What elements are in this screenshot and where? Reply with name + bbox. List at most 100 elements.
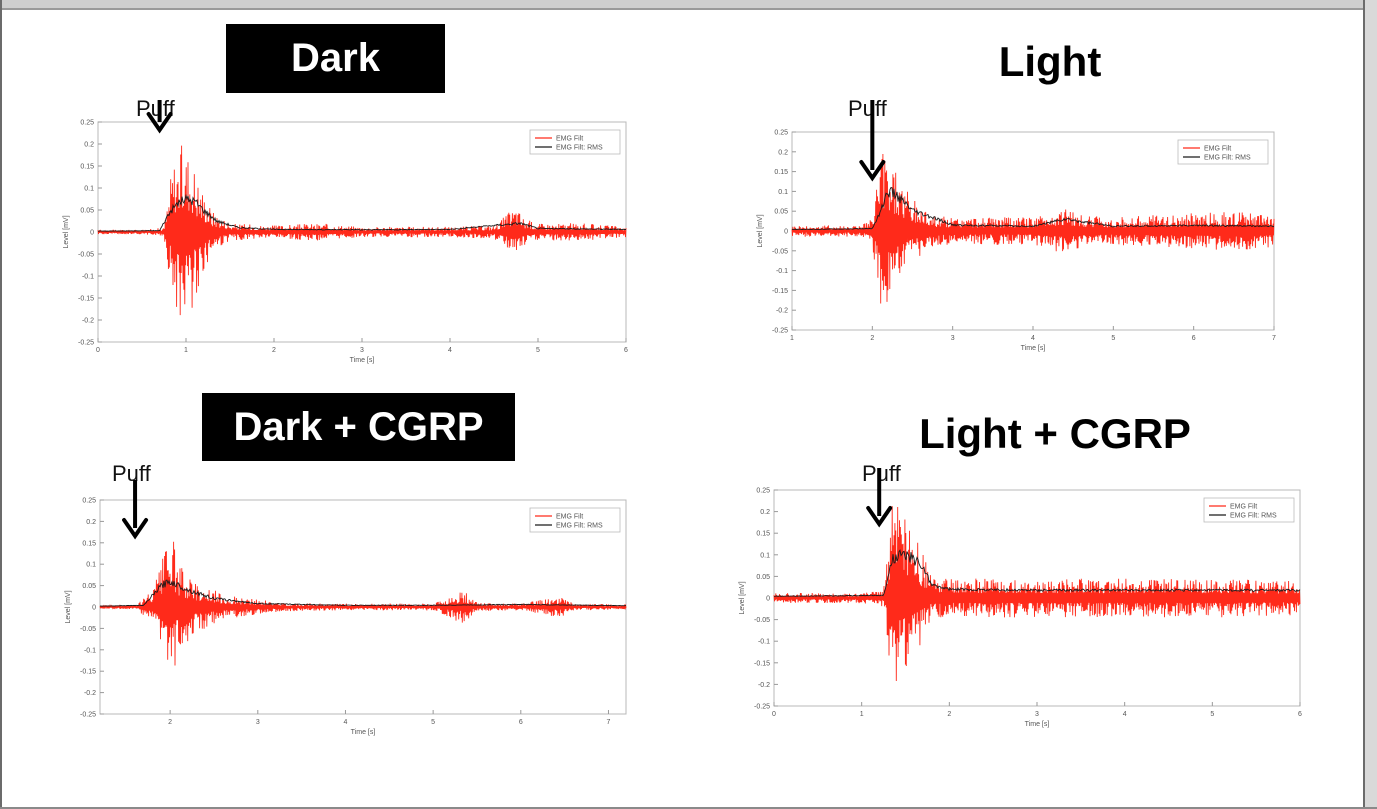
y-tick-label: 0: [766, 596, 770, 603]
y-tick-label: -0.05: [754, 617, 770, 624]
emg-chart-dark-cgrp: 0.25 0.2 0.15 0.1 0.05 0 -0.05 -0.1 -0.15 -0.2 -0.…: [65, 480, 627, 736]
panel-title-light-cgrp: Light + CGRP: [919, 410, 1191, 457]
x-tick-label: 7: [1272, 335, 1276, 342]
y-tick-label: 0.25: [774, 130, 788, 137]
x-tick-label: 3: [360, 347, 364, 354]
x-tick-label: 1: [790, 335, 794, 342]
panel-title-dark: Dark: [226, 24, 445, 93]
emg-chart-light-cgrp: 0.25 0.2 0.15 0.1 0.05 0 -0.05 -0.1 -0.15 -0.2 -0.…: [739, 468, 1302, 728]
y-tick-label: 0: [90, 230, 94, 237]
x-axis-label: Time [s]: [351, 729, 376, 736]
y-axis-label: Level [mV]: [739, 581, 746, 614]
y-tick-label: -0.2: [82, 318, 94, 325]
y-tick-label: 0.25: [80, 120, 94, 127]
y-tick-label: 0.05: [774, 209, 788, 216]
y-tick-label: 0.2: [760, 509, 770, 516]
y-tick-label: 0.1: [86, 562, 96, 569]
puff-arrow-head: [859, 160, 886, 182]
series-emg-rms-line: [773, 549, 1301, 598]
x-tick-label: 5: [431, 719, 435, 726]
y-tick-label: -0.2: [758, 682, 770, 689]
y-tick-label: 0.2: [86, 519, 96, 526]
y-tick-label: -0.15: [78, 296, 94, 303]
series-emg-rms-line: [98, 193, 627, 232]
puff-arrow-head: [866, 506, 893, 528]
panel-title-light: Light: [998, 38, 1102, 85]
y-axis-label: Level [mV]: [65, 590, 72, 623]
legend-box: [1203, 497, 1295, 523]
frame-left-border: [0, 0, 2, 809]
y-tick-label: -0.1: [82, 274, 94, 281]
x-tick-label: 7: [607, 719, 611, 726]
series-emg-filt-line: [97, 145, 627, 316]
frame-bottom-border: [0, 807, 1377, 809]
legend-entry: EMG Filt: RMS: [556, 145, 603, 152]
y-tick-label: 0.05: [756, 574, 770, 581]
y-tick-label: -0.25: [772, 328, 788, 335]
x-tick-label: 0: [772, 711, 776, 718]
y-tick-label: 0.15: [756, 531, 770, 538]
y-tick-label: 0.1: [778, 189, 788, 196]
y-tick-label: 0.1: [760, 552, 770, 559]
puff-arrow-head: [146, 112, 173, 134]
x-tick-label: 3: [1035, 711, 1039, 718]
x-tick-label: 2: [870, 335, 874, 342]
puff-arrow-head: [122, 518, 149, 540]
x-tick-label: 6: [624, 347, 628, 354]
y-tick-label: 0.15: [80, 164, 94, 171]
y-tick-label: -0.15: [80, 669, 96, 676]
x-tick-label: 5: [1210, 711, 1214, 718]
legend-entry: EMG Filt: [1230, 504, 1257, 511]
series-emg-filt-line: [773, 506, 1301, 682]
x-tick-label: 3: [951, 335, 955, 342]
emg-chart-dark: 0.25 0.2 0.15 0.1 0.05 0 -0.05 -0.1 -0.15 -0.2 -0.…: [63, 100, 628, 364]
series-emg-filt-line: [99, 541, 627, 666]
y-tick-label: -0.25: [78, 340, 94, 347]
y-tick-label: -0.05: [78, 252, 94, 259]
frame-right-scrollbar[interactable]: [1363, 0, 1377, 809]
series-emg-rms-line: [791, 186, 1275, 231]
y-tick-label: -0.05: [80, 626, 96, 633]
legend-box: [529, 507, 621, 533]
y-tick-label: 0.1: [84, 186, 94, 193]
series-emg-filt-line: [791, 153, 1275, 304]
x-tick-label: 0: [96, 347, 100, 354]
y-tick-label: -0.1: [758, 639, 770, 646]
x-tick-label: 2: [272, 347, 276, 354]
y-tick-label: -0.1: [84, 647, 96, 654]
x-tick-label: 5: [1111, 335, 1115, 342]
y-tick-label: 0: [784, 229, 788, 236]
x-tick-label: 4: [448, 347, 452, 354]
x-tick-label: 1: [860, 711, 864, 718]
x-tick-label: 4: [344, 719, 348, 726]
y-tick-label: 0.25: [82, 498, 96, 505]
puff-label-light: Puff: [848, 96, 887, 121]
y-axis-label: Level [mV]: [757, 214, 764, 247]
y-tick-label: -0.05: [772, 248, 788, 255]
x-tick-label: 1: [184, 347, 188, 354]
x-tick-label: 6: [519, 719, 523, 726]
series-emg-rms-line: [99, 579, 627, 607]
y-tick-label: -0.25: [754, 704, 770, 711]
x-axis-label: Time [s]: [1025, 721, 1050, 728]
x-tick-label: 6: [1298, 711, 1302, 718]
legend-box: [1177, 139, 1269, 165]
y-tick-label: -0.15: [772, 288, 788, 295]
y-tick-label: 0.25: [756, 488, 770, 495]
x-tick-label: 4: [1123, 711, 1127, 718]
y-tick-label: 0.05: [80, 208, 94, 215]
x-tick-label: 2: [168, 719, 172, 726]
x-tick-label: 2: [947, 711, 951, 718]
y-tick-label: -0.1: [776, 268, 788, 275]
y-tick-label: -0.2: [84, 690, 96, 697]
y-tick-label: 0.05: [82, 583, 96, 590]
legend-entry: EMG Filt: [556, 514, 583, 521]
frame-top-border: [0, 0, 1377, 10]
x-tick-label: 6: [1192, 335, 1196, 342]
y-tick-label: 0.2: [778, 149, 788, 156]
x-tick-label: 5: [536, 347, 540, 354]
y-tick-label: -0.25: [80, 712, 96, 719]
legend-entry: EMG Filt: [1204, 146, 1231, 153]
y-tick-label: -0.2: [776, 308, 788, 315]
